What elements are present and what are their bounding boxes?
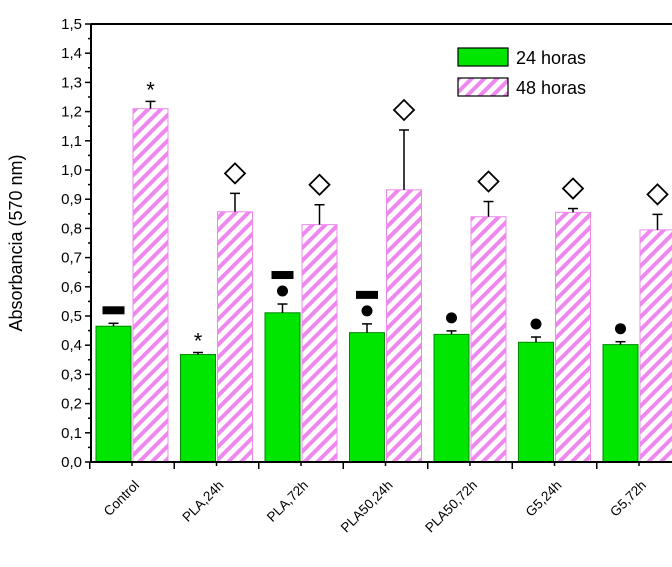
y-tick-label: 0,2 — [61, 396, 82, 413]
y-tick-label: 0,8 — [61, 220, 82, 237]
y-tick-label: 1,5 — [61, 16, 82, 33]
legend-swatch-24h — [457, 47, 509, 67]
legend-label-48h: 48 horas — [516, 78, 586, 98]
diamond-marker — [392, 98, 416, 122]
diamond-marker — [646, 183, 669, 206]
bar-24h — [602, 344, 639, 463]
y-tick-label: 0,7 — [61, 250, 82, 267]
x-tick-label: PLA50,24h — [338, 478, 396, 536]
y-tick-label: 0,1 — [61, 425, 82, 442]
x-tick-label: G5,72h — [607, 478, 649, 520]
y-tick-label: 1,2 — [61, 104, 82, 121]
diamond-marker — [561, 177, 585, 200]
bar-24h — [180, 354, 216, 463]
bar-48h — [555, 211, 591, 463]
dash-marker — [271, 271, 294, 280]
diamond-marker — [308, 173, 331, 197]
dot-marker — [361, 305, 373, 317]
bar-48h — [386, 189, 422, 463]
y-tick-label: 1,0 — [61, 162, 82, 179]
dot-marker — [530, 318, 542, 330]
y-tick-label: 0,6 — [61, 279, 82, 296]
bar-24h — [518, 341, 554, 463]
bar-24h — [264, 312, 301, 463]
dash-marker — [102, 306, 125, 315]
dash-marker — [356, 290, 378, 299]
bar-48h — [301, 224, 338, 463]
bar-48h — [217, 211, 253, 463]
y-tick-label: 0,5 — [61, 308, 82, 325]
dot-marker — [446, 312, 457, 324]
y-tick-label: 0,3 — [61, 366, 82, 383]
y-tick-label: 0,9 — [61, 191, 82, 208]
bar-48h — [132, 108, 169, 463]
asterisk-marker: * — [146, 77, 155, 102]
bar-48h — [470, 216, 507, 463]
legend-swatch-48h — [457, 77, 509, 97]
bar-24h — [433, 333, 470, 463]
y-tick-label: 1,3 — [61, 74, 82, 91]
diamond-marker — [223, 162, 247, 185]
x-tick-label: PLA,72h — [264, 478, 311, 525]
x-tick-label: PLA,24h — [179, 478, 226, 525]
y-tick-label: 0,0 — [61, 454, 82, 471]
dot-marker — [277, 285, 288, 297]
bar-24h — [95, 325, 132, 463]
dot-marker — [615, 323, 626, 335]
legend-label-24h: 24 horas — [516, 48, 586, 68]
y-tick-label: 1,4 — [61, 45, 82, 62]
y-tick-label: 1,1 — [61, 133, 82, 150]
bar-48h — [639, 229, 672, 463]
x-tick-label: Control — [101, 478, 142, 519]
y-axis-title: Absorbancia (570 nm) — [6, 154, 26, 331]
x-tick-label: G5,24h — [523, 478, 565, 520]
x-tick-label: PLA50,72h — [422, 478, 480, 536]
diamond-marker — [477, 170, 500, 193]
bar-24h — [349, 332, 385, 463]
asterisk-marker: * — [194, 329, 203, 354]
y-tick-label: 0,4 — [61, 337, 82, 354]
